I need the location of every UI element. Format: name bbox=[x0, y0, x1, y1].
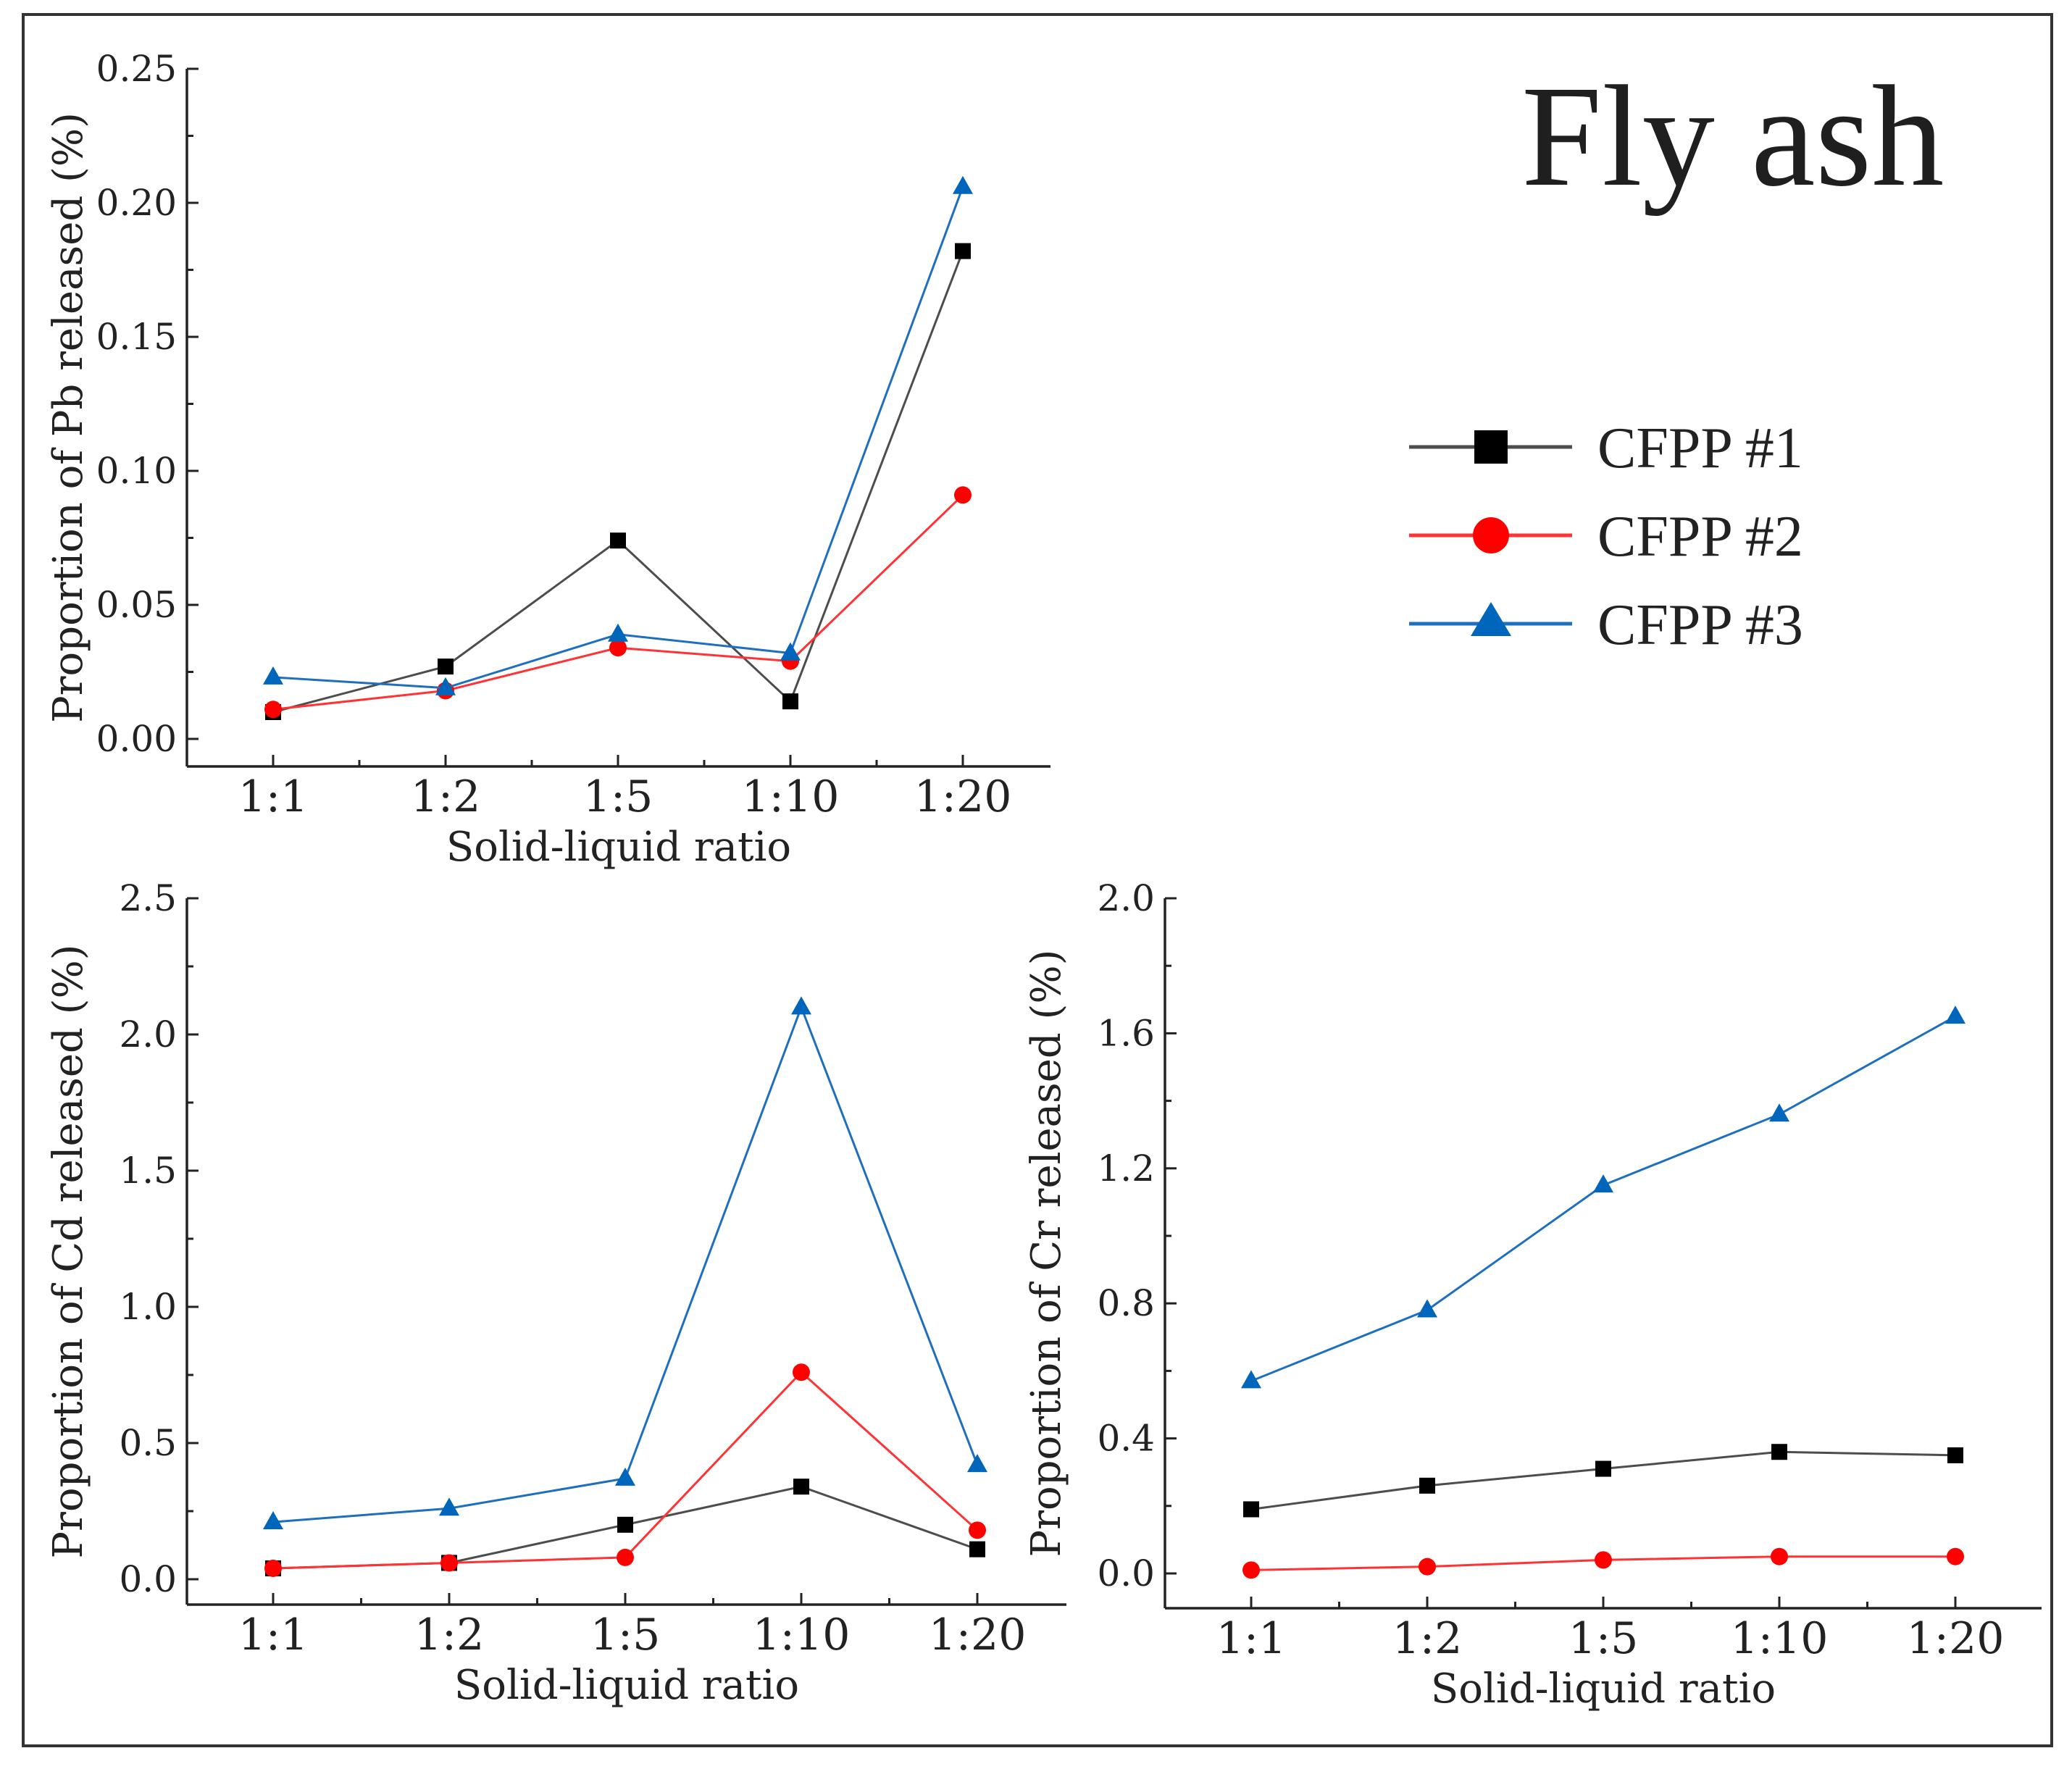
cr-x-tick-label: 1:2 bbox=[1392, 1613, 1463, 1664]
cd-y-tick-label: 0.5 bbox=[119, 1422, 177, 1464]
pb-point-circle bbox=[264, 701, 282, 719]
pb-x-tick-label: 1:5 bbox=[583, 772, 653, 822]
cr-point-triangle bbox=[1417, 1299, 1437, 1318]
pb-point-circle bbox=[609, 639, 627, 657]
legend-item-cfpp3: CFPP #3 bbox=[1409, 593, 1803, 657]
cr-point-circle bbox=[1771, 1547, 1788, 1565]
cr-y-tick-label: 1.6 bbox=[1097, 1012, 1155, 1054]
cd-y-axis-label: Proportion of Cd released (%) bbox=[45, 944, 92, 1558]
pb-x-tick-label: 1:10 bbox=[742, 772, 840, 822]
pb-point-square bbox=[610, 532, 626, 549]
cr-x-axis-label: Solid-liquid ratio bbox=[1431, 1665, 1776, 1713]
chart-cr-panel: 0.0 0.4 0.8 1.2 1.6 2.0 1:1 1:2 1:5 1:10 1:20 Solid… bbox=[1023, 877, 2042, 1713]
cd-point-circle bbox=[617, 1548, 634, 1566]
cr-point-circle bbox=[1242, 1561, 1260, 1579]
cr-x-tick-label: 1:20 bbox=[1907, 1613, 2005, 1664]
cd-x-axis-label: Solid-liquid ratio bbox=[454, 1662, 799, 1709]
legend: CFPP #1 CFPP #2 CFPP #3 bbox=[1409, 417, 1803, 657]
cr-x-tick-label: 1:1 bbox=[1216, 1613, 1287, 1664]
cd-x-tick-label: 1:5 bbox=[590, 1610, 661, 1660]
cd-y-tick-label: 2.0 bbox=[119, 1013, 177, 1055]
legend-item-cfpp1: CFPP #1 bbox=[1409, 417, 1803, 480]
cd-point-circle bbox=[793, 1363, 810, 1381]
cr-y-tick-label: 0.0 bbox=[1097, 1552, 1155, 1594]
cr-point-circle bbox=[1595, 1551, 1612, 1569]
cd-point-square bbox=[793, 1479, 809, 1495]
cd-x-tick-label: 1:10 bbox=[753, 1610, 851, 1660]
pb-y-tick-label: 0.15 bbox=[96, 316, 177, 358]
cd-x-tick-label: 1:20 bbox=[929, 1610, 1027, 1660]
cd-point-triangle bbox=[439, 1497, 459, 1516]
pb-point-square bbox=[438, 658, 454, 675]
cd-x-tick-label: 1:1 bbox=[238, 1610, 309, 1660]
pb-y-tick-label: 0.00 bbox=[96, 718, 177, 760]
pb-point-triangle bbox=[435, 677, 456, 695]
cr-y-tick-label: 0.8 bbox=[1097, 1282, 1155, 1324]
cr-point-square bbox=[1595, 1460, 1611, 1477]
legend-item-cfpp2: CFPP #2 bbox=[1409, 505, 1803, 569]
pb-x-tick-label: 1:20 bbox=[914, 772, 1012, 822]
legend-marker-triangle-icon bbox=[1471, 602, 1511, 636]
cd-point-triangle bbox=[791, 996, 811, 1015]
pb-y-tick-label: 0.25 bbox=[96, 48, 177, 90]
cr-point-square bbox=[1243, 1501, 1259, 1518]
pb-point-circle bbox=[954, 486, 972, 504]
pb-point-square bbox=[955, 243, 971, 259]
cd-point-triangle bbox=[967, 1454, 987, 1473]
legend-label-cfpp2: CFPP #2 bbox=[1597, 505, 1803, 569]
pb-point-triangle bbox=[953, 175, 973, 194]
cr-x-tick-label: 1:10 bbox=[1731, 1613, 1829, 1664]
cr-point-square bbox=[1771, 1444, 1787, 1460]
cd-point-circle bbox=[440, 1554, 458, 1572]
legend-label-cfpp1: CFPP #1 bbox=[1597, 417, 1803, 480]
cr-point-circle bbox=[1947, 1547, 1964, 1565]
cd-point-triangle bbox=[263, 1511, 283, 1530]
cr-point-square bbox=[1419, 1477, 1435, 1494]
cd-point-circle bbox=[969, 1521, 986, 1539]
cr-y-axis-label: Proportion of Cr released (%) bbox=[1023, 950, 1070, 1558]
legend-marker-circle-icon bbox=[1473, 517, 1509, 553]
cd-y-tick-label: 1.0 bbox=[119, 1286, 177, 1328]
cr-y-tick-label: 1.2 bbox=[1097, 1147, 1155, 1189]
cr-point-triangle bbox=[1945, 1005, 1966, 1024]
cr-y-tick-label: 0.4 bbox=[1097, 1418, 1155, 1460]
cr-point-triangle bbox=[1241, 1370, 1261, 1389]
cd-x-tick-label: 1:2 bbox=[414, 1610, 485, 1660]
pb-point-triangle bbox=[608, 623, 628, 642]
cd-y-tick-label: 1.5 bbox=[119, 1150, 177, 1192]
pb-y-tick-label: 0.20 bbox=[96, 182, 177, 224]
cr-x-tick-label: 1:5 bbox=[1568, 1613, 1639, 1664]
pb-point-triangle bbox=[263, 666, 283, 685]
pb-y-tick-label: 0.10 bbox=[96, 450, 177, 492]
pb-x-tick-label: 1:2 bbox=[411, 772, 481, 822]
cr-point-triangle bbox=[1769, 1103, 1789, 1122]
cr-y-tick-label: 2.0 bbox=[1097, 877, 1155, 919]
cr-point-circle bbox=[1419, 1558, 1436, 1576]
legend-label-cfpp3: CFPP #3 bbox=[1597, 593, 1803, 657]
cd-point-circle bbox=[264, 1559, 282, 1577]
chart-cd-panel: 0.0 0.5 1.0 1.5 2.0 2.5 1:1 1:2 1:5 1:10 1:20 Solid… bbox=[45, 877, 1066, 1709]
pb-x-axis-label: Solid-liquid ratio bbox=[446, 824, 791, 871]
pb-y-axis-label: Proportion of Pb released (%) bbox=[45, 112, 92, 723]
cd-point-triangle bbox=[615, 1467, 635, 1486]
cd-point-square bbox=[969, 1541, 985, 1558]
legend-marker-square-icon bbox=[1474, 430, 1508, 464]
figure-title: Fly ash bbox=[1521, 57, 1944, 217]
cr-point-triangle bbox=[1593, 1174, 1613, 1193]
pb-y-tick-label: 0.05 bbox=[96, 584, 177, 626]
cd-y-tick-label: 2.5 bbox=[119, 877, 177, 919]
pb-point-square bbox=[782, 693, 798, 710]
cd-point-square bbox=[617, 1516, 633, 1533]
pb-x-tick-label: 1:1 bbox=[238, 772, 309, 822]
cr-point-square bbox=[1947, 1447, 1963, 1463]
cd-y-tick-label: 0.0 bbox=[119, 1558, 177, 1600]
pb-point-triangle bbox=[780, 642, 801, 661]
chart-pb-panel: 0.00 0.05 0.10 0.15 0.20 0.25 1:1 1:2 1:5 1:10 1:2… bbox=[45, 48, 1050, 871]
